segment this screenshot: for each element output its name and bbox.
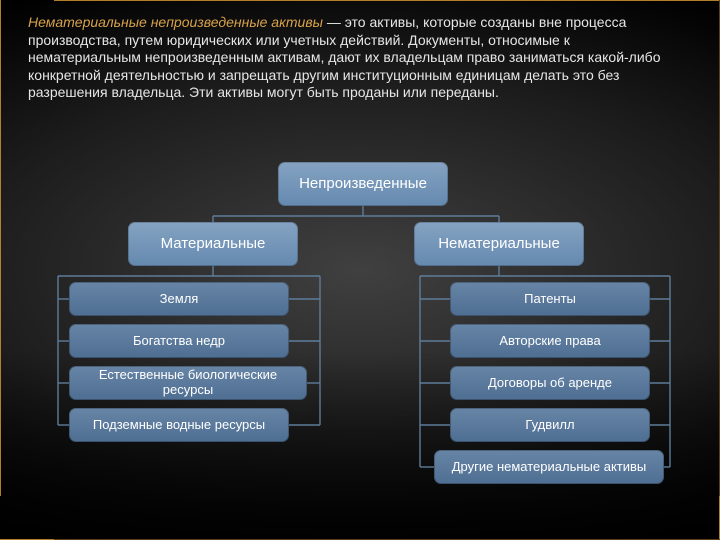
node-right-child-2: Договоры об аренде	[450, 366, 650, 400]
node-right: Нематериальные	[414, 222, 584, 266]
frame-top	[54, 0, 720, 1]
node-root: Непроизведенные	[278, 162, 448, 206]
node-right-child-3: Гудвилл	[450, 408, 650, 442]
tree-diagram: Непроизведенные Материальные Нематериаль…	[0, 150, 720, 540]
intro-paragraph: Нематериальные непроизведенные активы — …	[28, 14, 686, 102]
node-left-child-3: Подземные водные ресурсы	[69, 408, 289, 442]
node-right-child-4: Другие нематериальные активы	[434, 450, 664, 484]
intro-lead: Нематериальные непроизведенные активы	[28, 14, 323, 30]
node-left-child-1: Богатства недр	[69, 324, 289, 358]
node-left-child-0: Земля	[69, 282, 289, 316]
slide: Нематериальные непроизведенные активы — …	[0, 0, 720, 540]
node-left: Материальные	[128, 222, 298, 266]
node-left-child-2: Естественные биологические ресурсы	[69, 366, 307, 400]
node-right-child-0: Патенты	[450, 282, 650, 316]
node-right-child-1: Авторские права	[450, 324, 650, 358]
